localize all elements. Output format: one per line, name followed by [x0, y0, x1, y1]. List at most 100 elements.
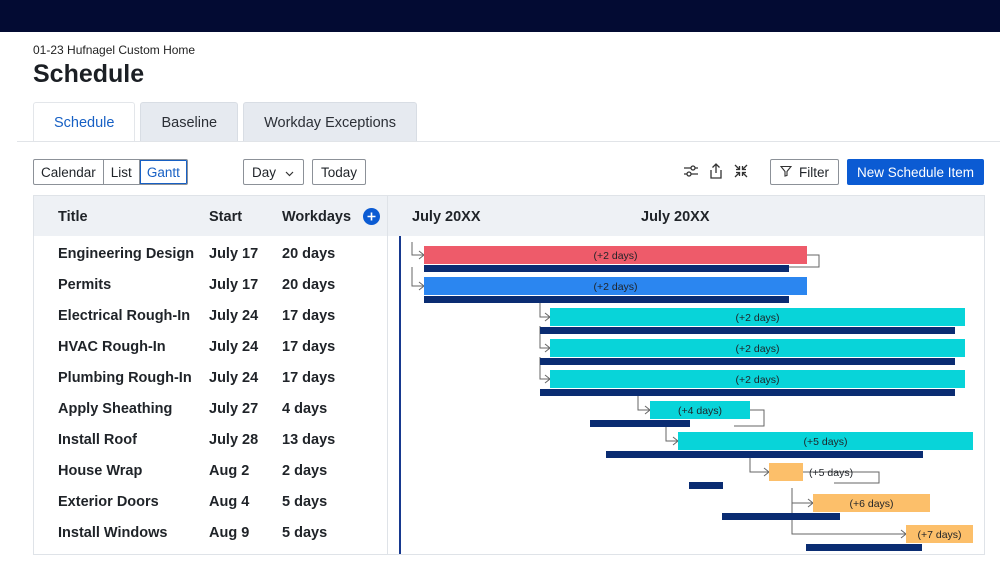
table-row[interactable]: Plumbing Rough-In July 24 17 days	[34, 364, 386, 395]
app-top-bar	[0, 0, 1000, 32]
tab-workday-exceptions[interactable]: Workday Exceptions	[243, 102, 417, 142]
gantt-view-button[interactable]: Gantt	[140, 160, 187, 184]
dependency-connector	[665, 426, 678, 442]
project-name: 01-23 Hufnagel Custom Home	[33, 43, 196, 57]
table-row[interactable]: Exterior Doors Aug 4 5 days	[34, 488, 386, 519]
task-bar[interactable]	[550, 370, 965, 388]
month-label-1: July 20XX	[412, 209, 481, 225]
collapse-icon[interactable]	[732, 162, 750, 180]
schedule-gantt-grid: Title Start Workdays July 20XX July 20XX…	[33, 195, 985, 555]
dependency-connector	[749, 457, 769, 473]
table-row[interactable]: House Wrap Aug 2 2 days	[34, 457, 386, 488]
baseline-bar	[540, 358, 955, 365]
time-scale-select[interactable]: Day	[243, 159, 304, 185]
share-icon[interactable]	[707, 162, 725, 180]
today-button[interactable]: Today	[312, 159, 366, 185]
task-variance-label: (+5 days)	[809, 467, 853, 479]
new-schedule-item-button[interactable]: New Schedule Item	[847, 159, 984, 185]
tab-schedule[interactable]: Schedule	[33, 102, 136, 142]
task-variance-label: (+5 days)	[803, 436, 847, 448]
task-start: Aug 9	[209, 525, 250, 541]
task-workdays: 20 days	[282, 246, 336, 262]
start-column-header[interactable]: Start	[209, 209, 243, 225]
plus-icon	[367, 212, 376, 221]
settings-sliders-icon[interactable]	[682, 162, 700, 180]
view-toggle: Calendar List Gantt	[33, 159, 188, 185]
task-start: Aug 2	[209, 463, 250, 479]
task-variance-label: (+7 days)	[917, 529, 961, 541]
list-view-button[interactable]: List	[104, 160, 140, 184]
calendar-view-button[interactable]: Calendar	[34, 160, 104, 184]
chevron-down-icon	[285, 165, 294, 180]
dependency-connector	[803, 471, 880, 484]
month-label-2: July 20XX	[641, 209, 710, 225]
task-workdays: 4 days	[282, 401, 328, 417]
gantt-chart: (+2 days) (+2 days) (+2 days) (+2 days) (+2 …	[411, 242, 973, 551]
task-variance-label: (+2 days)	[735, 374, 779, 386]
tab-bar: Schedule Baseline Workday Exceptions	[33, 102, 417, 142]
table-row[interactable]: Install Windows Aug 9 5 days	[34, 519, 386, 550]
table-row[interactable]: Install Roof July 28 13 days	[34, 426, 386, 457]
task-title: Install Windows	[58, 525, 168, 541]
table-row[interactable]: Apply Sheathing July 27 4 days	[34, 395, 386, 426]
task-workdays: 17 days	[282, 339, 336, 355]
baseline-bar	[424, 265, 789, 272]
task-title: Electrical Rough-In	[58, 308, 191, 324]
task-workdays: 5 days	[282, 525, 328, 541]
task-title: Exterior Doors	[58, 494, 159, 510]
filter-icon	[779, 165, 793, 180]
time-scale-value: Day	[252, 164, 277, 180]
baseline-bar	[590, 420, 690, 427]
table-row[interactable]: Engineering Design July 17 20 days	[34, 240, 386, 271]
tab-divider	[17, 141, 1000, 142]
dependency-connector	[411, 267, 424, 287]
task-variance-label: (+2 days)	[593, 250, 637, 262]
pane-divider	[387, 196, 388, 554]
workdays-column-header[interactable]: Workdays	[282, 209, 352, 225]
task-bar[interactable]	[769, 463, 803, 481]
baseline-bar	[722, 513, 840, 520]
task-bar[interactable]	[813, 494, 930, 512]
table-row[interactable]: Permits July 17 20 days	[34, 271, 386, 302]
baseline-bar	[806, 544, 922, 551]
dependency-connector	[789, 254, 820, 268]
task-title: Engineering Design	[58, 246, 195, 262]
task-bar[interactable]	[678, 432, 973, 450]
table-row[interactable]: Electrical Rough-In July 24 17 days	[34, 302, 386, 333]
task-bar[interactable]	[550, 339, 965, 357]
task-workdays: 20 days	[282, 277, 336, 293]
task-title: HVAC Rough-In	[58, 339, 166, 355]
task-start: July 17	[209, 246, 259, 262]
dependency-connector	[637, 395, 650, 411]
baseline-bar	[540, 327, 955, 334]
task-start: July 24	[209, 370, 259, 386]
task-start: July 17	[209, 277, 259, 293]
task-variance-label: (+6 days)	[849, 498, 893, 510]
title-column-header[interactable]: Title	[58, 209, 88, 225]
task-title: Install Roof	[58, 432, 137, 448]
filter-label: Filter	[799, 164, 829, 180]
task-bar[interactable]	[906, 525, 973, 543]
page-title: Schedule	[33, 60, 145, 88]
table-row[interactable]: HVAC Rough-In July 24 17 days	[34, 333, 386, 364]
task-start: July 28	[209, 432, 259, 448]
baseline-bar	[689, 482, 723, 489]
dependency-connector	[734, 409, 765, 427]
task-bar[interactable]	[424, 246, 807, 264]
dependency-connector	[539, 302, 550, 318]
task-workdays: 17 days	[282, 370, 336, 386]
task-start: Aug 4	[209, 494, 250, 510]
task-title: Plumbing Rough-In	[58, 370, 192, 386]
task-title: House Wrap	[58, 463, 143, 479]
task-variance-label: (+2 days)	[735, 312, 779, 324]
baseline-bar	[424, 296, 789, 303]
task-variance-label: (+2 days)	[735, 343, 779, 355]
tab-baseline[interactable]: Baseline	[140, 102, 239, 142]
task-variance-label: (+2 days)	[593, 281, 637, 293]
add-task-button[interactable]	[363, 208, 380, 225]
filter-button[interactable]: Filter	[770, 159, 839, 185]
task-bar[interactable]	[650, 401, 750, 419]
task-bar[interactable]	[550, 308, 965, 326]
task-bar[interactable]	[424, 277, 807, 295]
grid-header	[34, 196, 984, 236]
